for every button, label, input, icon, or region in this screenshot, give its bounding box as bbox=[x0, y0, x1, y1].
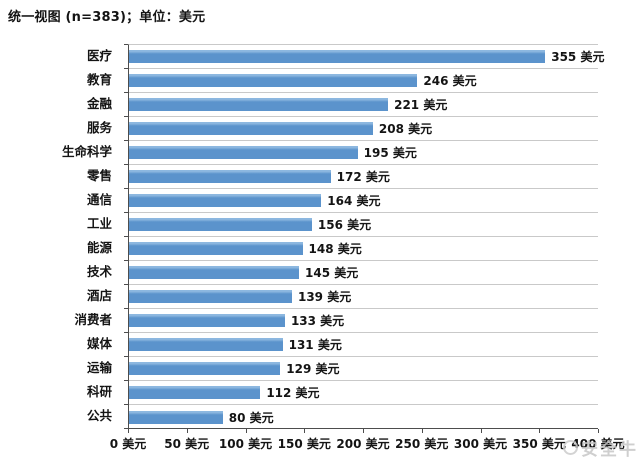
y-axis-labels: 医疗教育金融服务生命科学零售通信工业能源技术酒店消费者媒体运输科研公共 bbox=[0, 44, 120, 428]
bar-row: 355 美元 bbox=[129, 45, 604, 69]
bar-value-label: 80 美元 bbox=[228, 410, 274, 425]
bar-value-label: 172 美元 bbox=[336, 170, 390, 184]
bar-row: 172 美元 bbox=[129, 165, 598, 189]
bar bbox=[129, 290, 292, 303]
bar-row: 145 美元 bbox=[129, 261, 598, 285]
bar bbox=[129, 218, 312, 231]
category-label: 金融 bbox=[86, 96, 112, 111]
y-axis-ticks bbox=[124, 44, 128, 429]
bar-value-label: 221 美元 bbox=[394, 98, 448, 112]
bar bbox=[129, 386, 261, 399]
category-label: 消费者 bbox=[74, 312, 112, 327]
category-label: 零售 bbox=[86, 168, 112, 183]
bar-row: 156 美元 bbox=[129, 213, 598, 237]
bar bbox=[129, 410, 223, 424]
bar-row: 195 美元 bbox=[129, 141, 598, 165]
x-axis-tick bbox=[304, 429, 306, 433]
bar bbox=[129, 98, 389, 111]
bar-row: 112 美元 bbox=[129, 381, 598, 405]
category-label: 生命科学 bbox=[61, 144, 112, 159]
bar bbox=[129, 122, 373, 135]
x-axis-tick-label: 250 美元 bbox=[395, 437, 449, 451]
x-axis-tick bbox=[363, 429, 364, 433]
x-axis: 0 美元 50 美元 100 美元 150 美元 200 美元 250 美元 300 美元 3… bbox=[110, 429, 625, 455]
bar-row: 164 美元 bbox=[129, 189, 598, 213]
x-axis-tick-label: 50 美元 bbox=[164, 437, 210, 451]
bar-row: 208 美元 bbox=[129, 117, 598, 141]
x-axis-tick bbox=[186, 429, 188, 433]
bar-value-label: 148 美元 bbox=[308, 242, 362, 256]
bar-value-label: 129 美元 bbox=[286, 362, 340, 376]
bar-value-label: 145 美元 bbox=[305, 266, 359, 280]
category-label: 运输 bbox=[86, 360, 112, 375]
bar-row: 139 美元 bbox=[129, 285, 598, 309]
category-label: 服务 bbox=[86, 120, 112, 135]
x-axis-tick-label: 300 美元 bbox=[453, 437, 508, 451]
bar bbox=[129, 194, 322, 207]
bar bbox=[129, 362, 281, 375]
category-label: 科研 bbox=[86, 384, 112, 399]
bar-value-label: 355 美元 bbox=[551, 50, 605, 64]
plot-area: 355 美元 246 美元 221 美元 208 美元 195 美元 172 美元 164 … bbox=[128, 44, 604, 429]
x-axis-tick bbox=[245, 429, 247, 433]
x-axis-tick-label: 100 美元 bbox=[218, 437, 273, 451]
bar-row: 148 美元 bbox=[129, 237, 598, 261]
category-label: 媒体 bbox=[86, 336, 112, 351]
bar bbox=[129, 50, 546, 63]
category-label: 技术 bbox=[86, 264, 112, 279]
bar bbox=[129, 74, 418, 87]
x-axis-tick bbox=[128, 429, 129, 433]
category-label: 教育 bbox=[86, 72, 112, 87]
x-axis-tick bbox=[421, 429, 423, 433]
category-label: 通信 bbox=[86, 192, 112, 207]
category-label: 工业 bbox=[86, 216, 112, 231]
bar-value-label: 139 美元 bbox=[297, 290, 352, 304]
category-label: 医疗 bbox=[86, 48, 112, 63]
bar-row: 131 美元 bbox=[129, 333, 598, 357]
bar-row: 133 美元 bbox=[129, 309, 598, 333]
bar-value-label: 246 美元 bbox=[423, 74, 477, 88]
bar-value-label: 195 美元 bbox=[363, 146, 417, 160]
bar bbox=[129, 314, 285, 327]
bar bbox=[129, 266, 299, 279]
bar-value-label: 208 美元 bbox=[378, 122, 433, 136]
bar bbox=[129, 242, 303, 255]
category-label: 酒店 bbox=[86, 288, 112, 303]
bar-value-label: 164 美元 bbox=[327, 194, 381, 208]
bar-row: 80 美元 bbox=[129, 405, 598, 429]
bar-row: 221 美元 bbox=[129, 93, 598, 117]
x-axis-tick bbox=[539, 429, 541, 433]
bar-value-label: 131 美元 bbox=[288, 338, 342, 352]
x-axis-tick-label: 200 美元 bbox=[336, 437, 390, 451]
chart-title: 统一视图 (n=383)；单位：美元 bbox=[8, 10, 206, 25]
bar-value-label: 112 美元 bbox=[266, 386, 320, 400]
bar bbox=[129, 170, 331, 183]
bar-value-label: 133 美元 bbox=[290, 314, 345, 328]
bar-row: 129 美元 bbox=[129, 357, 598, 381]
x-axis-tick-label: 0 美元 bbox=[109, 437, 147, 451]
x-axis-tick-label: 350 美元 bbox=[512, 437, 566, 451]
bar-value-label: 156 美元 bbox=[317, 218, 372, 232]
bar-row: 246 美元 bbox=[129, 69, 598, 93]
bar bbox=[129, 146, 358, 159]
bar bbox=[129, 338, 283, 351]
x-axis-tick-label: 400 美元 bbox=[571, 437, 625, 451]
x-axis-tick bbox=[480, 429, 482, 433]
category-label: 公共 bbox=[86, 408, 112, 423]
x-axis-tick-label: 150 美元 bbox=[277, 437, 331, 451]
category-label: 能源 bbox=[86, 240, 112, 255]
x-axis-tick bbox=[598, 429, 599, 433]
